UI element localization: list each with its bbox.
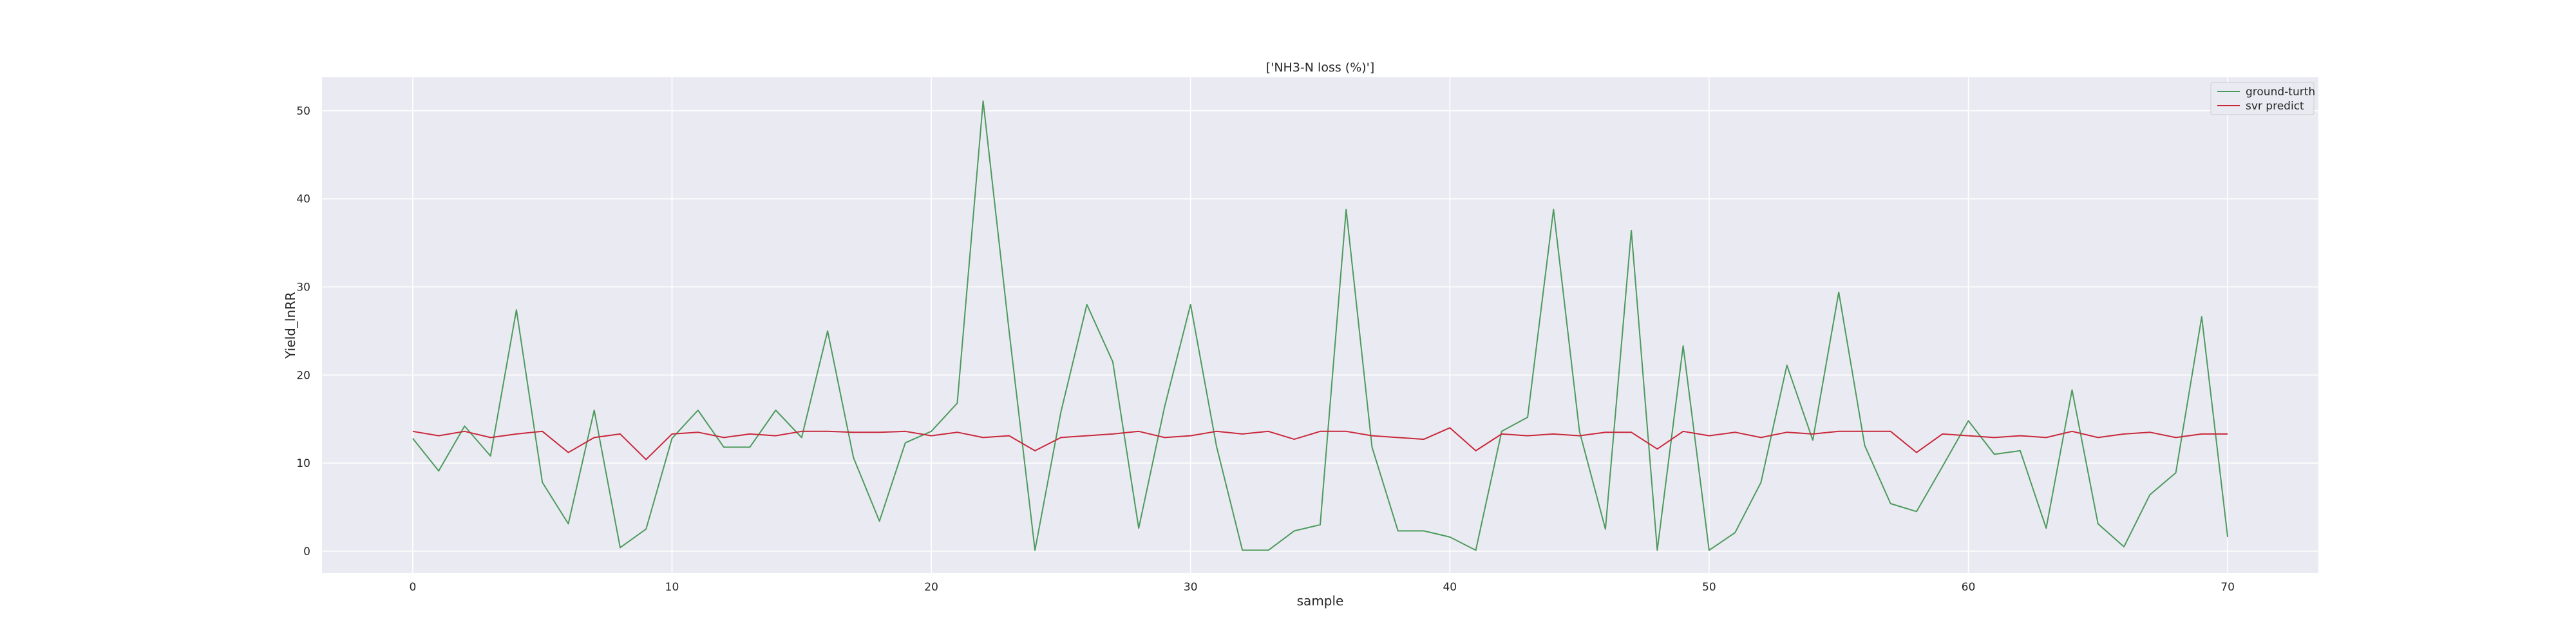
x-tick-label: 30 [1184, 581, 1198, 594]
x-tick-label: 60 [1962, 581, 1976, 594]
x-tick-label: 70 [2221, 581, 2235, 594]
x-tick-label: 40 [1443, 581, 1457, 594]
series-line-svr-predict [412, 427, 2228, 460]
y-tick-label: 50 [296, 105, 310, 118]
plot-area-background [322, 77, 2318, 573]
y-tick-label: 10 [296, 457, 310, 470]
x-tick-label: 0 [409, 581, 416, 594]
legend: ground-turth svr predict [2210, 82, 2315, 115]
y-tick-label: 0 [303, 545, 310, 558]
y-tick-label: 30 [296, 281, 310, 294]
x-tick-label: 10 [665, 581, 679, 594]
chart-title: ['NH3-N loss (%)'] [1266, 61, 1375, 75]
y-axis-label: Yield_lnRR [283, 292, 298, 359]
tick-labels: 0 10 20 30 40 50 0 10 20 30 40 50 60 70 [296, 105, 2235, 594]
grid [322, 77, 2318, 573]
legend-label-ground-turth: ground-turth [2246, 86, 2315, 99]
x-tick-label: 50 [1702, 581, 1716, 594]
series-line-ground-turth [412, 100, 2229, 551]
series-lines [412, 100, 2229, 551]
x-axis-label: sample [1297, 593, 1344, 609]
y-tick-label: 40 [296, 193, 310, 206]
legend-box [2210, 82, 2315, 115]
y-tick-label: 20 [296, 369, 310, 382]
x-tick-label: 20 [924, 581, 938, 594]
legend-label-svr-predict: svr predict [2246, 100, 2304, 113]
